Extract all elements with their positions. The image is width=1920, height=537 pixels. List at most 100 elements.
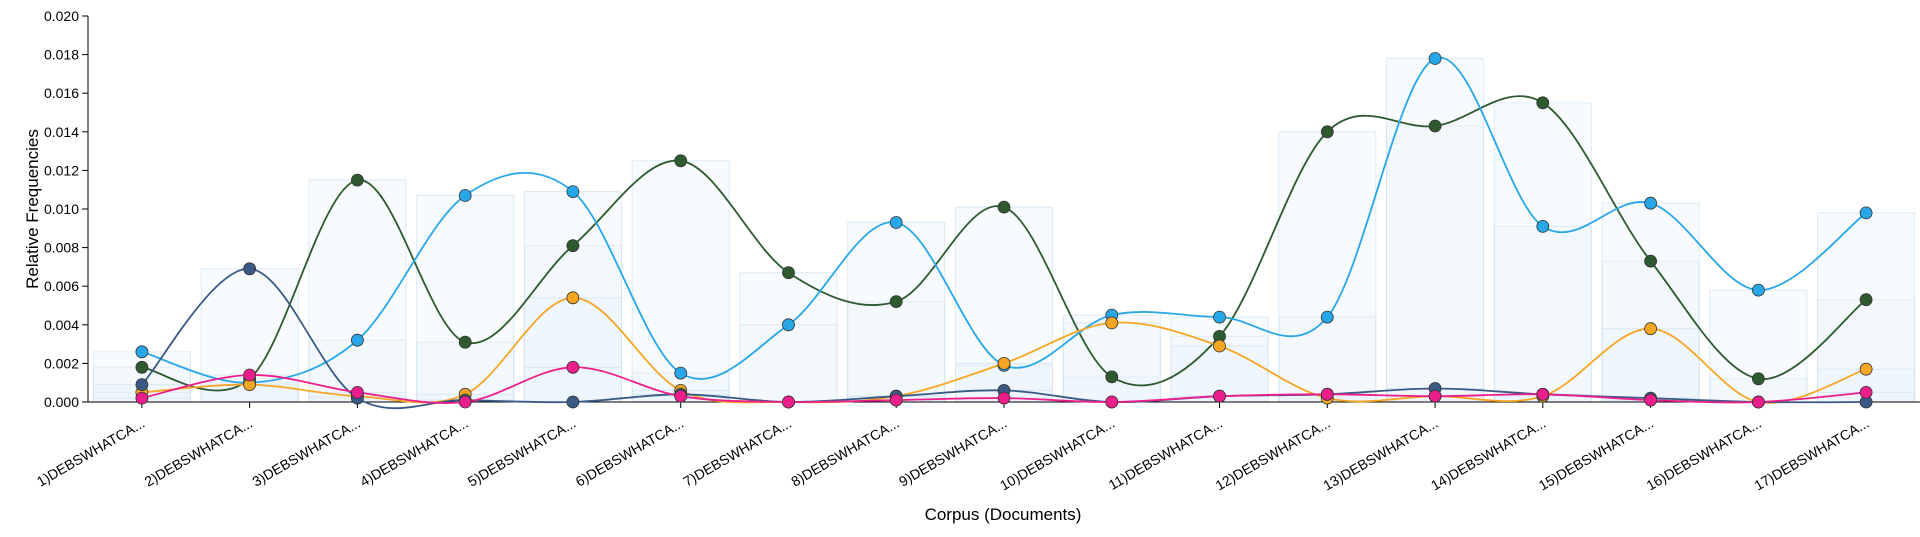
x-tick-label: 14)DEBSWHATCA... bbox=[1428, 415, 1548, 494]
point-series2-cat13[interactable] bbox=[1428, 52, 1442, 65]
bar-cat10-series3 bbox=[1062, 322, 1161, 403]
point-series5-cat17[interactable] bbox=[1859, 385, 1873, 399]
point-series5-cat2[interactable] bbox=[243, 368, 257, 382]
bar-cat5-series1 bbox=[523, 245, 622, 403]
point-series2-cat1[interactable] bbox=[135, 345, 149, 359]
point-series1-cat6[interactable] bbox=[674, 154, 688, 168]
y-tick-label: 0.010 bbox=[44, 201, 79, 217]
point-series1-cat5[interactable] bbox=[566, 239, 580, 253]
bar-cat6-series1 bbox=[631, 160, 730, 403]
bar-cat16-series2 bbox=[1709, 289, 1808, 403]
bar-cat15-series2 bbox=[1601, 202, 1700, 403]
bar-cat7-series1 bbox=[739, 272, 838, 403]
point-series3-cat5[interactable] bbox=[566, 291, 580, 305]
point-series2-cat4[interactable] bbox=[458, 189, 472, 202]
point-series1-cat1[interactable] bbox=[135, 360, 149, 374]
point-series2-cat15[interactable] bbox=[1644, 196, 1657, 210]
x-tick-label: 13)DEBSWHATCA... bbox=[1320, 415, 1440, 494]
y-tick-label: 0.020 bbox=[44, 8, 79, 24]
x-tick-label: 3)DEBSWHATCA... bbox=[249, 415, 363, 490]
point-series2-cat3[interactable] bbox=[350, 333, 364, 347]
y-tick-label: 0.006 bbox=[44, 278, 79, 294]
series-points bbox=[135, 52, 1873, 409]
bar-cat13-series2 bbox=[1386, 58, 1485, 403]
point-series2-cat14[interactable] bbox=[1536, 219, 1550, 233]
point-series1-cat8[interactable] bbox=[889, 295, 903, 309]
x-tick-label: 11)DEBSWHATCA... bbox=[1106, 415, 1225, 493]
point-series5-cat4[interactable] bbox=[458, 395, 472, 409]
point-series1-cat4[interactable] bbox=[458, 335, 472, 349]
point-series3-cat15[interactable] bbox=[1644, 322, 1657, 336]
x-tick-label: 6)DEBSWHATCA... bbox=[573, 415, 687, 490]
point-series3-cat17[interactable] bbox=[1859, 362, 1873, 376]
point-series2-cat5[interactable] bbox=[566, 185, 580, 199]
y-tick-label: 0.000 bbox=[44, 394, 79, 410]
y-tick-label: 0.014 bbox=[44, 124, 79, 140]
point-series1-cat7[interactable] bbox=[782, 266, 795, 280]
point-series1-cat9[interactable] bbox=[997, 200, 1011, 214]
point-series5-cat10[interactable] bbox=[1105, 395, 1119, 409]
x-tick-label: 9)DEBSWHATCA... bbox=[896, 415, 1010, 490]
point-series2-cat12[interactable] bbox=[1320, 310, 1334, 324]
point-series4-cat2[interactable] bbox=[243, 262, 257, 276]
point-series4-cat1[interactable] bbox=[135, 378, 149, 392]
point-series5-cat16[interactable] bbox=[1752, 395, 1765, 409]
point-series1-cat3[interactable] bbox=[350, 173, 364, 187]
y-tick-label: 0.016 bbox=[44, 85, 79, 101]
point-series1-cat15[interactable] bbox=[1644, 254, 1657, 268]
bar-cat7-series2 bbox=[739, 324, 838, 403]
point-series3-cat10[interactable] bbox=[1105, 316, 1119, 330]
point-series5-cat1[interactable] bbox=[135, 391, 149, 405]
bar-cat14-series2 bbox=[1493, 225, 1592, 403]
point-series2-cat17[interactable] bbox=[1859, 206, 1873, 220]
bar-cat3-series1 bbox=[308, 179, 407, 403]
x-ticks: 1)DEBSWHATCA...2)DEBSWHATCA...3)DEBSWHAT… bbox=[34, 402, 1872, 493]
x-tick-label: 4)DEBSWHATCA... bbox=[357, 415, 471, 490]
x-tick-label: 16)DEBSWHATCA... bbox=[1644, 415, 1764, 494]
bar-cat8-series2 bbox=[847, 222, 946, 403]
point-series1-cat13[interactable] bbox=[1428, 119, 1442, 133]
y-axis-title: Relative Frequencies bbox=[23, 129, 42, 289]
point-series1-cat10[interactable] bbox=[1105, 370, 1119, 384]
point-series5-cat13[interactable] bbox=[1428, 389, 1442, 403]
point-series2-cat7[interactable] bbox=[782, 318, 795, 332]
x-tick-label: 10)DEBSWHATCA... bbox=[997, 415, 1117, 494]
y-tick-label: 0.008 bbox=[44, 240, 79, 256]
point-series5-cat15[interactable] bbox=[1644, 393, 1657, 407]
bar-cat17-series1 bbox=[1817, 299, 1916, 403]
point-series2-cat6[interactable] bbox=[674, 366, 688, 380]
x-tick-label: 12)DEBSWHATCA... bbox=[1213, 415, 1333, 494]
y-tick-label: 0.004 bbox=[44, 317, 79, 333]
x-tick-label: 5)DEBSWHATCA... bbox=[465, 415, 579, 490]
point-series5-cat6[interactable] bbox=[674, 389, 688, 403]
point-series3-cat11[interactable] bbox=[1213, 339, 1226, 353]
point-series2-cat16[interactable] bbox=[1752, 283, 1765, 297]
x-tick-label: 1)DEBSWHATCA... bbox=[34, 415, 148, 490]
bar-cat15-series3 bbox=[1601, 328, 1700, 403]
point-series1-cat14[interactable] bbox=[1536, 96, 1550, 110]
x-tick-label: 15)DEBSWHATCA... bbox=[1536, 415, 1656, 494]
point-series5-cat7[interactable] bbox=[782, 395, 795, 409]
point-series1-cat17[interactable] bbox=[1859, 293, 1873, 307]
point-series2-cat11[interactable] bbox=[1213, 310, 1226, 324]
point-series5-cat11[interactable] bbox=[1213, 389, 1226, 403]
point-series5-cat12[interactable] bbox=[1320, 387, 1334, 401]
y-tick-label: 0.018 bbox=[44, 47, 79, 63]
point-series5-cat8[interactable] bbox=[889, 393, 903, 407]
point-series4-cat5[interactable] bbox=[566, 395, 580, 409]
point-series5-cat9[interactable] bbox=[997, 391, 1011, 405]
y-tick-label: 0.002 bbox=[44, 355, 79, 371]
point-series5-cat3[interactable] bbox=[350, 385, 364, 399]
bar-cat12-series2 bbox=[1278, 316, 1377, 403]
point-series5-cat14[interactable] bbox=[1536, 387, 1550, 401]
y-tick-label: 0.012 bbox=[44, 162, 79, 178]
point-series2-cat8[interactable] bbox=[889, 216, 903, 229]
bar-cat14-series1 bbox=[1493, 102, 1592, 403]
x-axis-title: Corpus (Documents) bbox=[925, 505, 1082, 524]
x-tick-label: 8)DEBSWHATCA... bbox=[788, 415, 902, 490]
point-series1-cat12[interactable] bbox=[1320, 125, 1334, 139]
point-series5-cat5[interactable] bbox=[566, 360, 580, 374]
point-series3-cat9[interactable] bbox=[997, 356, 1011, 370]
point-series1-cat16[interactable] bbox=[1752, 372, 1765, 386]
